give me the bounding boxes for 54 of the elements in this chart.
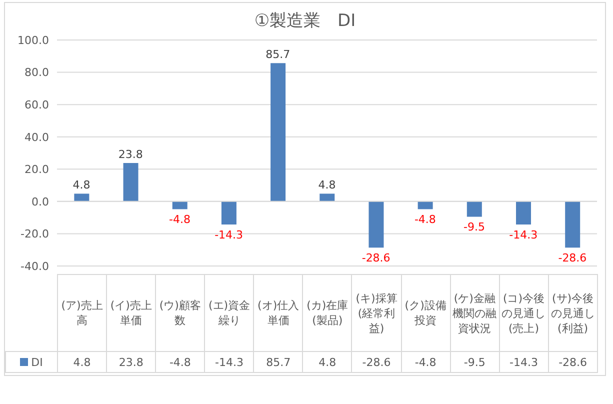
bar xyxy=(221,201,236,225)
data-label: -14.3 xyxy=(204,352,254,372)
data-label: -14.3 xyxy=(499,352,548,372)
y-tick-label: -20.0 xyxy=(20,228,49,241)
annotation: -14.3 xyxy=(509,228,538,242)
bar xyxy=(123,163,138,202)
annotation: -28.6 xyxy=(558,251,587,264)
x-tick-label: (エ)資金繰り xyxy=(204,274,254,352)
legend-label: DI xyxy=(6,352,58,372)
bar xyxy=(74,194,90,202)
data-label: 4.8 xyxy=(58,352,107,372)
x-tick-label: (コ)今後の見通し(売上) xyxy=(499,274,548,352)
annotation: 23.8 xyxy=(118,148,143,162)
data-label: 4.8 xyxy=(302,352,352,372)
bar xyxy=(270,63,286,202)
x-tick-label: (イ)売上単価 xyxy=(106,274,156,352)
y-tick-label: 60.0 xyxy=(24,98,49,112)
annotation: -9.5 xyxy=(464,220,486,234)
annotation: -4.8 xyxy=(168,212,190,226)
y-tick-label: 0.0 xyxy=(32,195,49,208)
bar xyxy=(565,201,580,248)
y-tick-label: 80.0 xyxy=(24,66,49,80)
data-label: -9.5 xyxy=(450,352,500,372)
x-tick-label: (ウ)顧客数 xyxy=(156,274,205,352)
y-tick-label: -40.0 xyxy=(20,260,49,273)
x-tick-label: (ケ)金融機関の融資状況 xyxy=(450,274,500,352)
x-tick-label: (キ)採算(経常利益) xyxy=(352,274,402,352)
y-tick-label: 20.0 xyxy=(24,163,49,176)
annotation: 85.7 xyxy=(266,48,290,62)
bar xyxy=(368,201,384,248)
annotation: -4.8 xyxy=(414,212,436,226)
data-label: -4.8 xyxy=(401,352,450,372)
bar xyxy=(466,201,482,217)
y-tick-label: 40.0 xyxy=(24,130,49,144)
annotation: -14.3 xyxy=(214,228,244,242)
x-tick-label: (サ)今後の見通し(利益) xyxy=(548,274,598,352)
data-label: -28.6 xyxy=(548,352,598,372)
x-tick-label: (カ)在庫(製品) xyxy=(302,274,352,352)
annotation: 4.8 xyxy=(72,178,90,192)
chart-title: ①製造業 DI xyxy=(253,10,357,32)
x-tick-label: (ア)売上高 xyxy=(58,274,107,352)
x-tick-label: (オ)仕入単価 xyxy=(254,274,303,352)
bar xyxy=(172,201,188,210)
data-label: 23.8 xyxy=(106,352,156,372)
bar xyxy=(516,201,531,225)
x-tick-label: (ク)設備投資 xyxy=(401,274,450,352)
data-label: -28.6 xyxy=(352,352,402,372)
data-label: 85.7 xyxy=(254,352,303,372)
annotation: 4.8 xyxy=(318,178,336,192)
data-label: -4.8 xyxy=(156,352,205,372)
annotation: -28.6 xyxy=(362,251,390,264)
bar xyxy=(418,201,433,210)
y-tick-label: 100.0 xyxy=(18,34,49,47)
bar xyxy=(320,194,335,202)
